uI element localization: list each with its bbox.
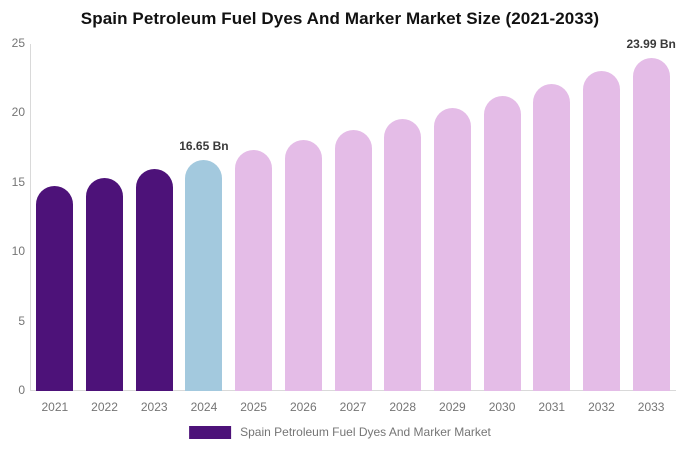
bar-2029[interactable] xyxy=(433,107,471,391)
legend-label: Spain Petroleum Fuel Dyes And Marker Mar… xyxy=(240,425,491,439)
value-label-2024: 16.65 Bn xyxy=(179,138,229,153)
x-label-2032: 2032 xyxy=(588,400,615,414)
x-label-2023: 2023 xyxy=(140,400,168,414)
bar-2022[interactable] xyxy=(86,177,124,391)
x-label-2033: 2033 xyxy=(637,400,665,414)
bar-2027[interactable] xyxy=(334,129,372,391)
bar-2032[interactable] xyxy=(582,71,620,391)
y-tick-5: 5 xyxy=(18,313,25,328)
bar-2028[interactable] xyxy=(384,119,422,391)
x-label-2029: 2029 xyxy=(439,400,466,414)
x-label-2021: 2021 xyxy=(41,400,69,414)
y-tick-10: 10 xyxy=(11,244,25,259)
x-label-2031: 2031 xyxy=(538,400,566,414)
x-label-2024: 2024 xyxy=(190,400,218,414)
x-label-2022: 2022 xyxy=(91,400,118,414)
bar-2024[interactable] xyxy=(185,159,223,391)
bar-2021[interactable] xyxy=(36,186,74,391)
y-tick-25: 25 xyxy=(11,36,25,50)
y-tick-20: 20 xyxy=(11,105,25,120)
legend-swatch xyxy=(189,425,232,439)
bar-2031[interactable] xyxy=(533,83,571,391)
x-label-2027: 2027 xyxy=(339,400,367,414)
x-label-2030: 2030 xyxy=(488,400,516,414)
x-label-2028: 2028 xyxy=(389,400,417,414)
bar-2026[interactable] xyxy=(284,140,322,391)
bar-2033[interactable] xyxy=(632,58,670,391)
legend-item[interactable]: Spain Petroleum Fuel Dyes And Marker Mar… xyxy=(189,425,491,439)
y-tick-15: 15 xyxy=(11,174,25,189)
x-label-2025: 2025 xyxy=(240,400,267,414)
x-label-2026: 2026 xyxy=(289,400,317,414)
bar-2023[interactable] xyxy=(135,169,173,391)
bar-2025[interactable] xyxy=(235,150,273,391)
bar-2030[interactable] xyxy=(483,96,521,391)
value-label-2033: 23.99 Bn xyxy=(626,37,676,52)
y-tick-0: 0 xyxy=(18,383,25,397)
chart-title: Spain Petroleum Fuel Dyes And Marker Mar… xyxy=(80,9,600,28)
